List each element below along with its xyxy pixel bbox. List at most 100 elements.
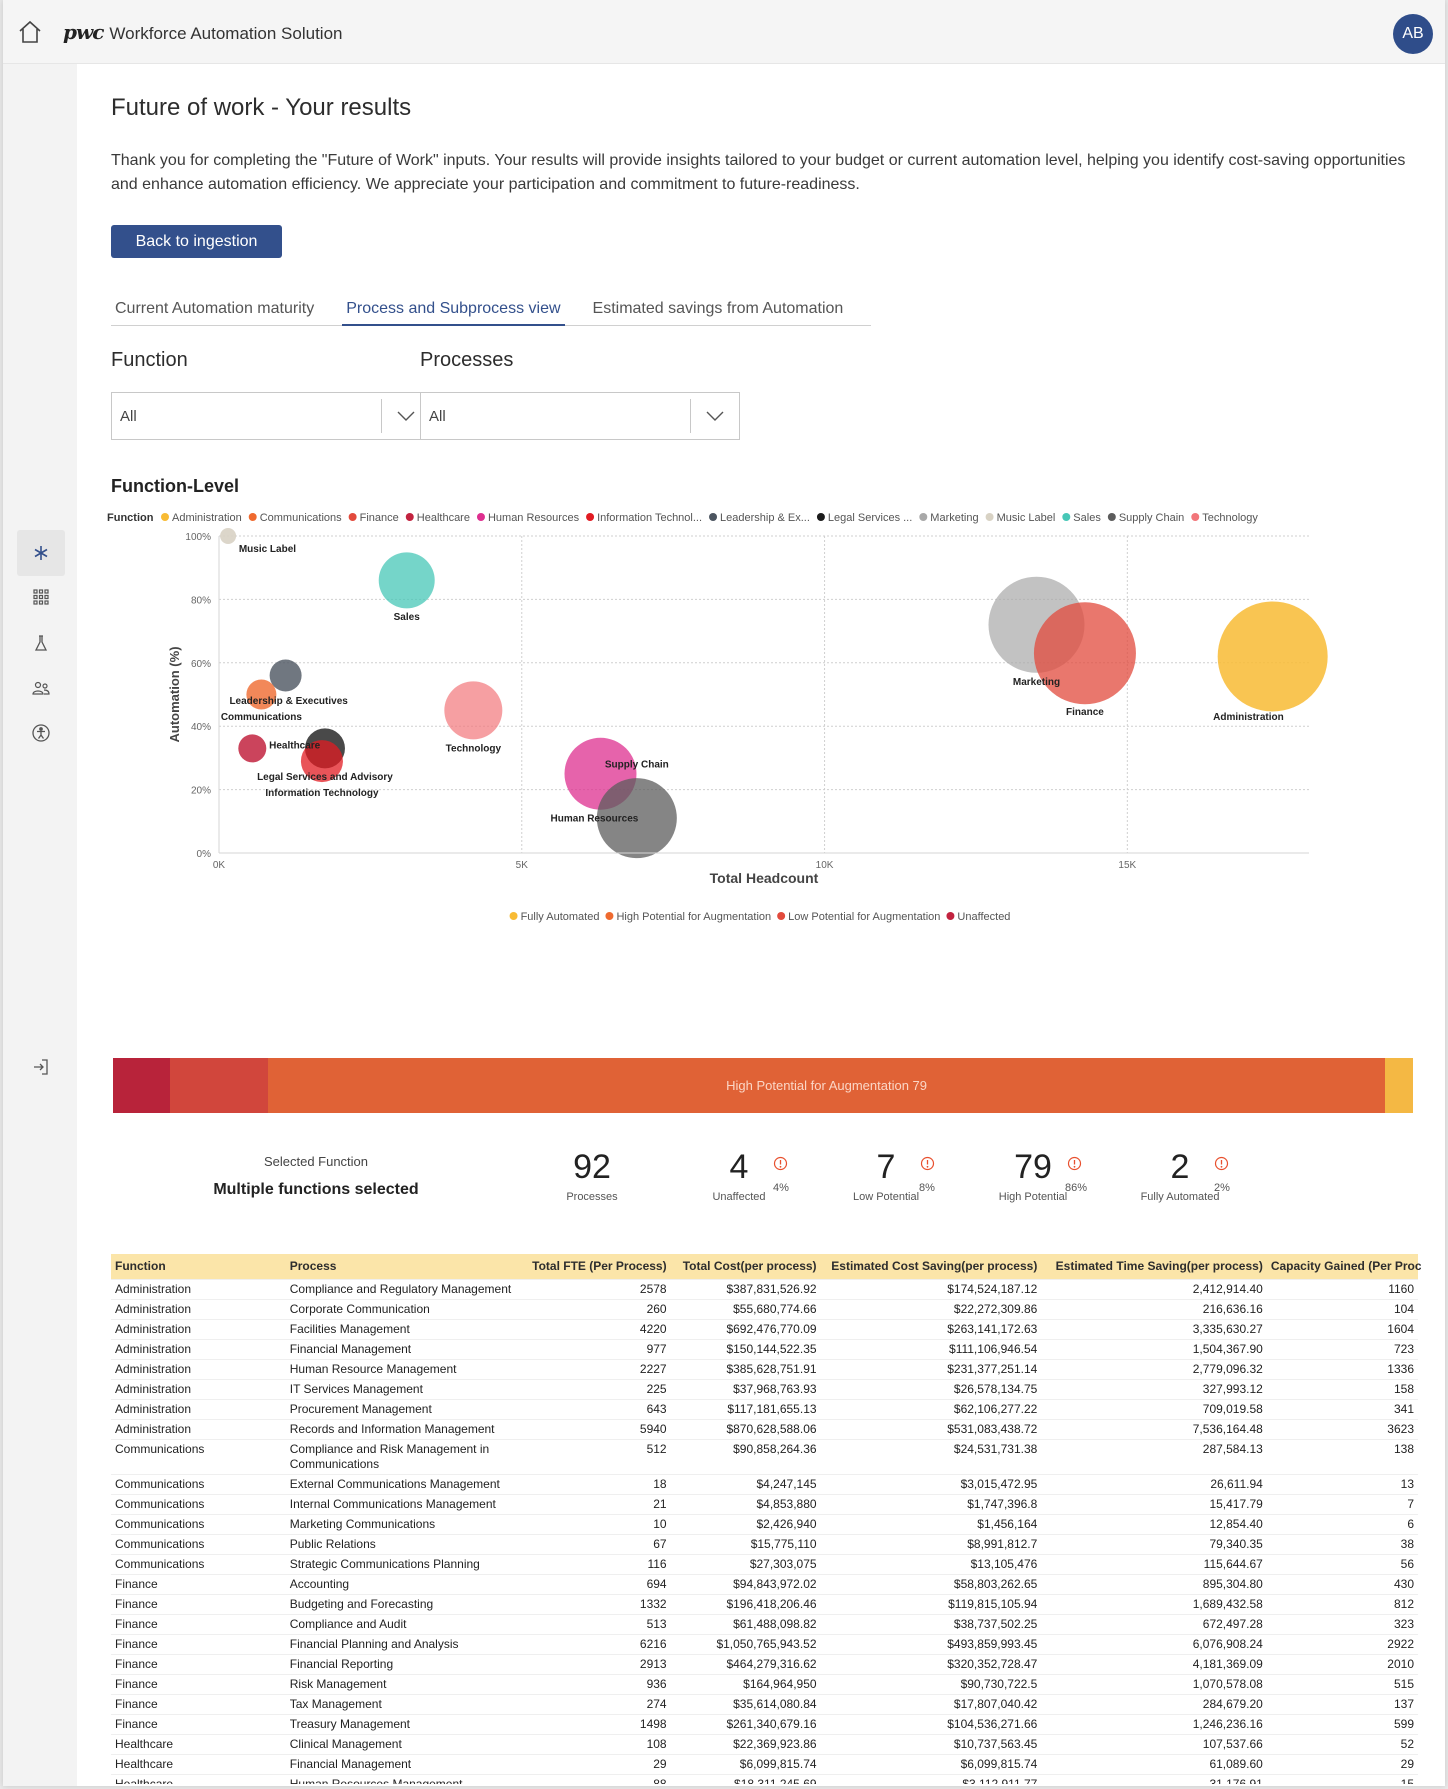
back-to-ingestion-button[interactable]: Back to ingestion (111, 225, 282, 258)
tab-estimated-savings[interactable]: Estimated savings from Automation (592, 300, 844, 317)
col-header-function[interactable]: Function (111, 1254, 286, 1279)
chevron-down-icon[interactable] (382, 411, 430, 421)
bubble[interactable] (220, 528, 237, 544)
bubble[interactable] (378, 552, 435, 609)
cell-time-saving: 1,689,432.58 (1041, 1593, 1267, 1614)
avatar[interactable]: AB (1393, 14, 1433, 54)
stacked-bar-segment[interactable]: High Potential for Augmentation 79 (268, 1058, 1385, 1113)
bubble[interactable] (246, 679, 277, 710)
table-row[interactable]: Finance Financial Reporting 2913 $464,279,3… (111, 1653, 1418, 1674)
rail-item-grid[interactable] (17, 574, 65, 620)
cell-process: Financial Reporting (285, 1653, 525, 1674)
rail-item-accessibility[interactable] (17, 710, 65, 756)
legend-dot (605, 912, 614, 920)
table-row[interactable]: Finance Budgeting and Forecasting 1332 $196… (111, 1593, 1418, 1614)
bubble-label: Legal Services and Advisory (257, 772, 393, 783)
table-row[interactable]: Healthcare Clinical Management 108 $22,369,… (111, 1733, 1418, 1754)
info-icon[interactable] (1067, 1156, 1082, 1171)
kpi-fully-automated: 2 Fully Automated 2% (1110, 1148, 1250, 1203)
cell-process: Tax Management (285, 1693, 525, 1714)
info-icon[interactable] (920, 1156, 935, 1171)
table-row[interactable]: Communications Strategic Communications P… (111, 1553, 1418, 1574)
cell-time-saving: 4,181,369.09 (1041, 1653, 1267, 1674)
info-icon[interactable] (773, 1156, 788, 1171)
table-row[interactable]: Healthcare Financial Management 29 $6,099,8… (111, 1753, 1418, 1774)
table-row[interactable]: Administration IT Services Management 225 $… (111, 1378, 1418, 1399)
processes-select[interactable]: All (420, 392, 740, 440)
cell-total-cost: $261,340,679.16 (670, 1713, 821, 1734)
table-row[interactable]: Communications Compliance and Risk Manage… (111, 1438, 1418, 1474)
legend-dot (586, 513, 595, 521)
bubble[interactable] (596, 778, 677, 859)
rail-item-users[interactable] (17, 665, 65, 711)
cell-total-cost: $2,426,940 (670, 1513, 821, 1534)
rail-item-exit[interactable] (17, 1044, 65, 1090)
bubble[interactable] (238, 734, 267, 763)
table-row[interactable]: Finance Accounting 694 $94,843,972.02 $58,80… (111, 1573, 1418, 1594)
cell-capacity: 2922 (1266, 1633, 1418, 1654)
results-table: Function Process Total FTE (Per Process)… (111, 1254, 1421, 1784)
cell-function: Administration (111, 1318, 286, 1339)
legend-dot (1107, 513, 1116, 521)
col-header-capacity[interactable]: Capacity Gained (Per Process) (1266, 1254, 1421, 1279)
table-row[interactable]: Administration Facilities Management 4220 $… (111, 1318, 1418, 1339)
legend-label: Supply Chain (1119, 512, 1184, 524)
legend-dot (476, 513, 485, 521)
table-row[interactable]: Finance Compliance and Audit 513 $61,488,09… (111, 1613, 1418, 1634)
table-row[interactable]: Finance Risk Management 936 $164,964,950 $90… (111, 1673, 1418, 1694)
info-icon[interactable] (1214, 1156, 1229, 1171)
bubble[interactable] (269, 659, 302, 692)
table-row[interactable]: Administration Corporate Communication 260… (111, 1298, 1418, 1319)
table-row[interactable]: Finance Treasury Management 1498 $261,340,6… (111, 1713, 1418, 1734)
bubble-label: Healthcare (269, 740, 321, 751)
table-row[interactable]: Administration Compliance and Regulatory … (111, 1278, 1418, 1299)
table-row[interactable]: Communications Public Relations 67 $15,775,… (111, 1533, 1418, 1554)
stacked-bar-segment[interactable] (1384, 1058, 1413, 1113)
table-row[interactable]: Communications External Communications Ma… (111, 1473, 1418, 1494)
col-header-process[interactable]: Process (285, 1254, 525, 1279)
table-row[interactable]: Administration Human Resource Management 2… (111, 1358, 1418, 1379)
stacked-bar-segment[interactable] (113, 1058, 170, 1113)
bubble[interactable] (1033, 602, 1136, 705)
bubble[interactable] (1217, 601, 1328, 712)
cell-cost-saving: $17,807,040.42 (820, 1693, 1042, 1714)
tab-process-subprocess-view[interactable]: Process and Subprocess view (342, 292, 565, 326)
col-header-total-fte[interactable]: Total FTE (Per Process) (524, 1254, 671, 1279)
table-row[interactable]: Administration Procurement Management 643 $… (111, 1398, 1418, 1419)
rail-item-flask[interactable] (17, 620, 65, 666)
function-select[interactable]: All (111, 392, 431, 440)
chevron-down-icon[interactable] (691, 411, 739, 421)
table-row[interactable]: Administration Financial Management 977 $15… (111, 1338, 1418, 1359)
flask-icon (34, 635, 48, 651)
cell-process: Marketing Communications (285, 1513, 525, 1534)
col-header-time-saving[interactable]: Estimated Time Saving(per process) (1041, 1254, 1267, 1279)
table-row[interactable]: Healthcare Human Resources Management 88 $1… (111, 1773, 1418, 1784)
bubble-chart[interactable]: Function Administration Communications Fina… (107, 504, 1417, 1054)
cell-capacity: 323 (1266, 1613, 1418, 1634)
cell-total-fte: 4220 (524, 1318, 671, 1339)
bubble[interactable] (300, 740, 343, 783)
table-row[interactable]: Administration Records and Information Ma… (111, 1418, 1418, 1439)
col-header-cost-saving[interactable]: Estimated Cost Saving(per process) (820, 1254, 1042, 1279)
table-row[interactable]: Communications Marketing Communications 10… (111, 1513, 1418, 1534)
cell-function: Finance (111, 1633, 286, 1654)
table-row[interactable]: Finance Financial Planning and Analysis 62… (111, 1633, 1418, 1654)
stacked-bar-segment[interactable] (169, 1058, 269, 1113)
cell-cost-saving: $24,531,731.38 (820, 1438, 1042, 1474)
home-icon[interactable] (17, 20, 43, 44)
bubble[interactable] (444, 681, 503, 740)
rail-item-asterisk[interactable] (17, 530, 65, 576)
cell-function: Administration (111, 1418, 286, 1439)
cell-cost-saving: $38,737,502.25 (820, 1613, 1042, 1634)
tab-current-automation-maturity[interactable]: Current Automation maturity (115, 300, 315, 317)
legend-label: Sales (1073, 512, 1101, 524)
legend-dot (1062, 513, 1071, 521)
table-row[interactable]: Communications Internal Communications Ma… (111, 1493, 1418, 1514)
legend-dot (777, 912, 786, 920)
kpi-high-label: High Potential (998, 1191, 1068, 1203)
automation-stacked-bar[interactable]: High Potential for Augmentation 79 (113, 1058, 1413, 1113)
table-row[interactable]: Finance Tax Management 274 $35,614,080.84 $1… (111, 1693, 1418, 1714)
processes-filter-label: Processes (420, 349, 514, 371)
col-header-total-cost[interactable]: Total Cost(per process) (670, 1254, 821, 1279)
results-table-container[interactable]: Function Process Total FTE (Per Process)… (111, 1254, 1421, 1784)
